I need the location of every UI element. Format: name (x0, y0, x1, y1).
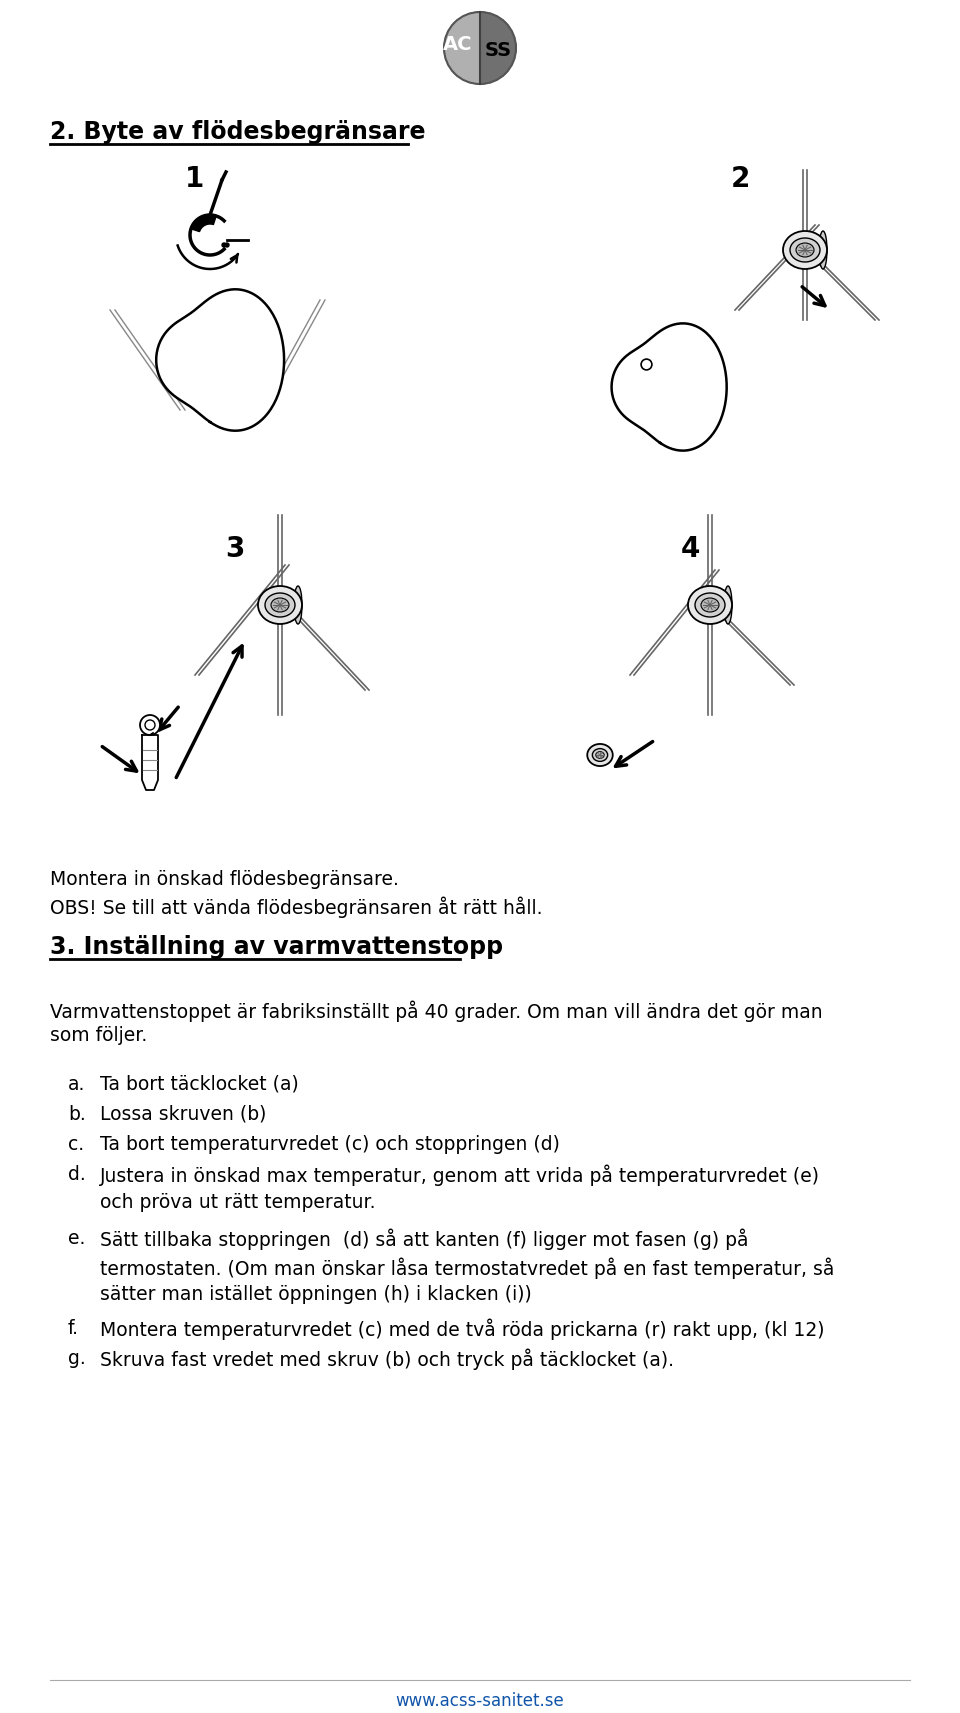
Ellipse shape (819, 231, 827, 269)
Polygon shape (142, 735, 158, 790)
Text: Sätt tillbaka stoppringen  (d) så att kanten (f) ligger mot fasen (g) på
termost: Sätt tillbaka stoppringen (d) så att kan… (100, 1228, 834, 1304)
Polygon shape (612, 324, 727, 451)
Ellipse shape (796, 243, 814, 257)
Text: b.: b. (68, 1105, 85, 1124)
Text: AC: AC (443, 36, 472, 55)
Text: a.: a. (68, 1076, 85, 1095)
Text: g.: g. (68, 1350, 85, 1369)
Text: 3. Inställning av varmvattenstopp: 3. Inställning av varmvattenstopp (50, 935, 503, 959)
Ellipse shape (783, 231, 827, 269)
Text: Lossa skruven (b): Lossa skruven (b) (100, 1105, 266, 1124)
Text: www.acss-sanitet.se: www.acss-sanitet.se (396, 1692, 564, 1710)
Wedge shape (480, 12, 516, 84)
Text: Montera temperaturvredet (c) med de två röda prickarna (r) rakt upp, (kl 12): Montera temperaturvredet (c) med de två … (100, 1319, 825, 1341)
Text: Montera in önskad flödesbegränsare.: Montera in önskad flödesbegränsare. (50, 870, 398, 889)
Ellipse shape (701, 598, 719, 612)
Polygon shape (191, 216, 216, 231)
Ellipse shape (294, 586, 302, 624)
Ellipse shape (265, 593, 295, 617)
Text: 2: 2 (731, 164, 750, 194)
Ellipse shape (695, 593, 725, 617)
Text: Skruva fast vredet med skruv (b) och tryck på täcklocket (a).: Skruva fast vredet med skruv (b) och try… (100, 1350, 674, 1370)
Text: 1: 1 (185, 164, 204, 194)
Text: Ta bort temperaturvredet (c) och stoppringen (d): Ta bort temperaturvredet (c) och stoppri… (100, 1136, 560, 1155)
Text: SS: SS (485, 41, 512, 60)
Wedge shape (444, 12, 480, 84)
Circle shape (145, 719, 155, 730)
Ellipse shape (258, 586, 302, 624)
Ellipse shape (688, 586, 732, 624)
Text: 2. Byte av flödesbegränsare: 2. Byte av flödesbegränsare (50, 120, 425, 144)
Text: f.: f. (68, 1319, 79, 1338)
Ellipse shape (592, 749, 608, 761)
Text: Justera in önskad max temperatur, genom att vrida på temperaturvredet (e)
och pr: Justera in önskad max temperatur, genom … (100, 1165, 820, 1211)
Text: 4: 4 (681, 534, 700, 564)
Text: 3: 3 (226, 534, 245, 564)
Ellipse shape (271, 598, 289, 612)
Circle shape (225, 243, 229, 247)
Text: OBS! Se till att vända flödesbegränsaren åt rätt håll.: OBS! Se till att vända flödesbegränsaren… (50, 896, 542, 918)
Ellipse shape (724, 586, 732, 624)
Ellipse shape (588, 743, 612, 766)
Text: Varmvattenstoppet är fabriksinställt på 40 grader. Om man vill ändra det gör man: Varmvattenstoppet är fabriksinställt på … (50, 1000, 823, 1021)
Text: som följer.: som följer. (50, 1026, 147, 1045)
Circle shape (222, 243, 226, 247)
Ellipse shape (790, 238, 820, 262)
Text: e.: e. (68, 1228, 85, 1249)
Circle shape (140, 714, 160, 735)
Text: d.: d. (68, 1165, 85, 1184)
Ellipse shape (596, 752, 604, 759)
Text: c.: c. (68, 1136, 84, 1155)
Polygon shape (156, 289, 284, 430)
Text: Ta bort täcklocket (a): Ta bort täcklocket (a) (100, 1076, 299, 1095)
